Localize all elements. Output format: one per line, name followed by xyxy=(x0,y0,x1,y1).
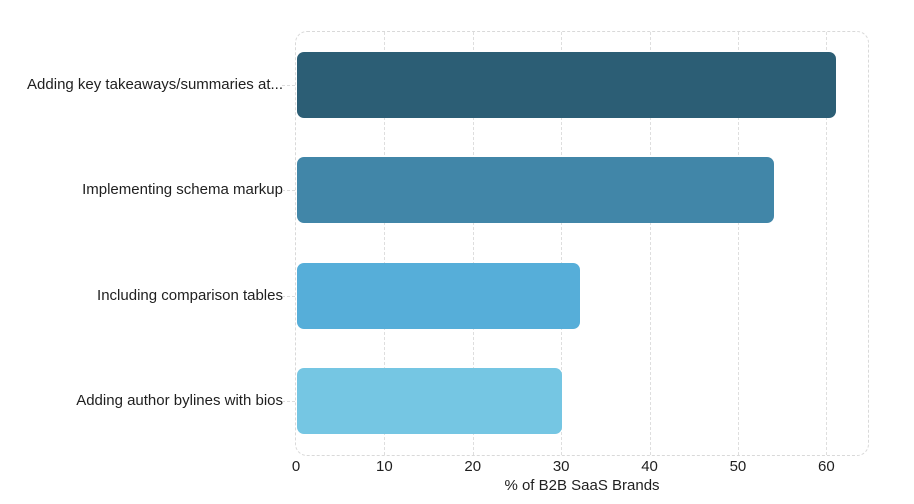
gridline xyxy=(384,32,386,455)
category-label: Adding key takeaways/summaries at... xyxy=(27,75,283,93)
category-tick xyxy=(282,84,295,86)
bar xyxy=(297,157,775,224)
x-tick-label: 0 xyxy=(291,458,301,475)
gridline xyxy=(826,32,828,455)
bar xyxy=(297,262,580,329)
category-label: Including comparison tables xyxy=(97,286,283,304)
bar xyxy=(297,51,837,118)
bar xyxy=(297,368,563,435)
x-axis-tick-labels: 0 10 20 30 40 50 60 xyxy=(291,458,869,476)
gridline xyxy=(472,32,474,455)
plot-area xyxy=(295,31,869,456)
x-tick-label: 50 xyxy=(729,458,747,475)
x-tick-label: 10 xyxy=(376,458,393,475)
category-label: Implementing schema markup xyxy=(82,181,283,199)
y-axis-category-labels: Adding key takeaways/summaries at... Impl… xyxy=(0,31,295,456)
gridline xyxy=(649,32,651,455)
x-tick-label: 40 xyxy=(641,458,658,475)
x-tick-label: 60 xyxy=(817,458,835,475)
gridline xyxy=(737,32,739,455)
x-tick-label: 20 xyxy=(464,458,482,475)
category-tick xyxy=(282,401,295,403)
category-tick xyxy=(282,295,295,297)
x-tick-label: 30 xyxy=(552,458,570,475)
x-axis-title: % of B2B SaaS Brands xyxy=(504,477,660,494)
gridline xyxy=(561,32,563,455)
category-label: Adding author bylines with bios xyxy=(76,392,283,410)
category-tick xyxy=(282,190,295,192)
